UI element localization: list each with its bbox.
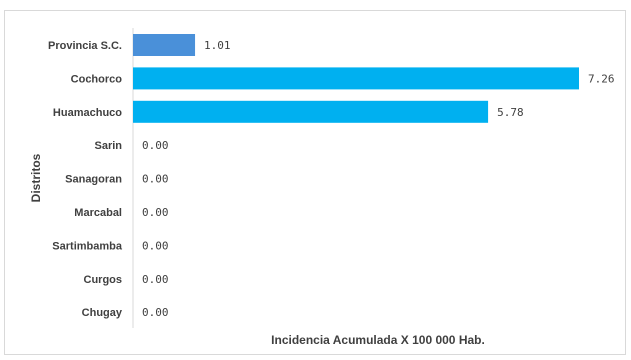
category-label: Sartimbamba [52, 240, 123, 252]
x-axis-title: Incidencia Acumulada X 100 000 Hab. [271, 333, 485, 347]
value-label: 7.26 [588, 72, 615, 85]
category-label: Sanagoran [65, 174, 122, 186]
value-label: 0.00 [142, 239, 169, 252]
bars [133, 34, 579, 123]
value-label: 1.01 [204, 39, 231, 52]
value-label: 0.00 [142, 273, 169, 286]
bar [133, 67, 579, 90]
category-label: Provincia S.C. [48, 40, 122, 52]
value-label: 5.78 [497, 106, 524, 119]
category-label: Sarin [94, 140, 122, 152]
value-label: 0.00 [142, 173, 169, 186]
value-label: 0.00 [142, 206, 169, 219]
category-label: Chugay [82, 307, 123, 319]
category-labels: Provincia S.C. Cochorco Huamachuco Sarin San… [48, 40, 123, 319]
value-label: 0.00 [142, 139, 169, 152]
y-axis-title: Distritos [29, 153, 43, 202]
bar [133, 100, 489, 123]
value-label: 0.00 [142, 306, 169, 319]
category-label: Marcabal [74, 207, 122, 219]
bar [133, 34, 196, 56]
category-label: Cochorco [71, 73, 123, 85]
category-label: Huamachuco [53, 107, 122, 119]
category-label: Curgos [84, 274, 123, 286]
value-labels: 1.01 7.26 5.78 0.00 0.00 0.00 0.00 0.00 0.00 [142, 39, 615, 319]
